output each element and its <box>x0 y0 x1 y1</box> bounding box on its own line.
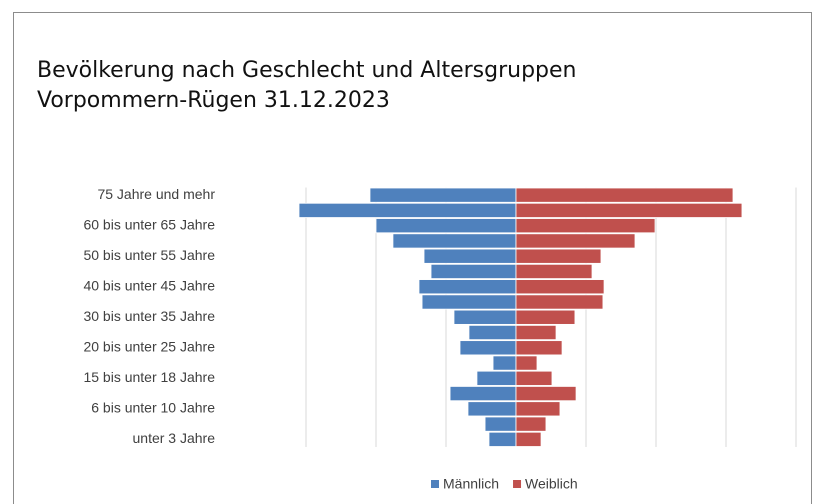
bar <box>515 370 553 386</box>
bar <box>449 386 517 402</box>
bar <box>515 187 734 203</box>
bar <box>369 187 517 203</box>
bar <box>298 202 517 218</box>
bar <box>492 355 517 371</box>
bar <box>515 218 656 234</box>
bar <box>515 309 576 325</box>
bar <box>515 233 636 249</box>
y-tick-label: 50 bis unter 55 Jahre <box>83 247 215 263</box>
y-tick-label: 15 bis unter 18 Jahre <box>83 369 215 385</box>
legend-swatch <box>431 480 439 488</box>
bar <box>423 248 517 264</box>
legend-label: Weiblich <box>525 476 578 492</box>
bar <box>515 324 557 341</box>
y-tick-label: 20 bis unter 25 Jahre <box>83 338 215 354</box>
bar <box>459 340 517 356</box>
legend-label: Männlich <box>443 476 499 492</box>
y-tick-label: unter 3 Jahre <box>133 430 216 446</box>
bar <box>515 355 538 371</box>
bar <box>515 248 602 264</box>
y-tick-label: 6 bis unter 10 Jahre <box>91 400 215 416</box>
bar <box>467 401 517 417</box>
bar <box>453 309 517 325</box>
bar <box>430 263 517 279</box>
bar <box>515 294 604 310</box>
y-tick-label: 40 bis unter 45 Jahre <box>83 277 215 293</box>
bar <box>468 324 517 341</box>
bar <box>515 401 561 417</box>
bar <box>515 431 542 447</box>
bar <box>515 340 563 356</box>
legend-swatch <box>513 480 522 488</box>
bar <box>418 279 517 295</box>
bar <box>375 218 517 234</box>
bar <box>484 416 517 432</box>
bar <box>476 370 517 386</box>
chart-border <box>13 12 812 504</box>
y-tick-label: 60 bis unter 65 Jahre <box>83 216 215 232</box>
bar <box>392 233 517 249</box>
bar <box>488 431 517 447</box>
bar <box>515 386 577 402</box>
bar <box>421 294 517 310</box>
y-tick-label: 75 Jahre und mehr <box>97 186 215 202</box>
chart-title: Bevölkerung nach Geschlecht und Altersgr… <box>37 58 576 83</box>
bar <box>515 279 605 295</box>
bar <box>515 202 743 218</box>
y-tick-label: 30 bis unter 35 Jahre <box>83 308 215 324</box>
chart-subtitle: Vorpommern-Rügen 31.12.2023 <box>37 88 390 113</box>
bar <box>515 263 593 279</box>
bar <box>515 416 547 432</box>
